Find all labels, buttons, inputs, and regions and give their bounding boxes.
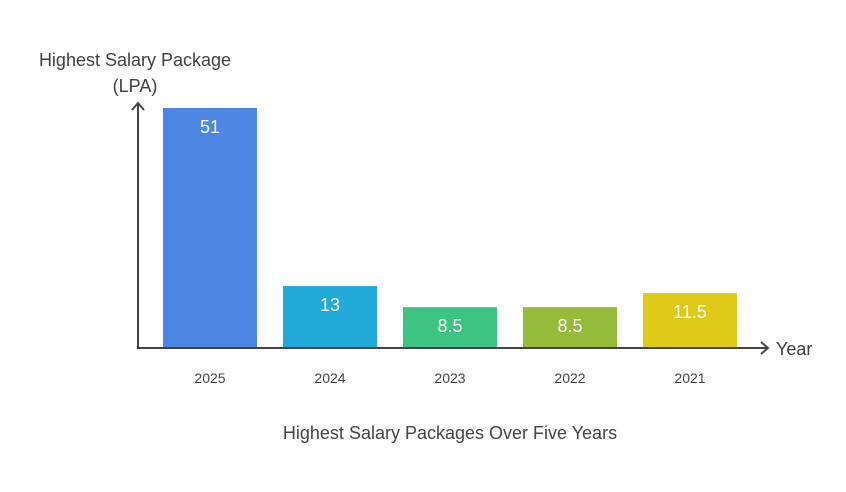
x-tick-label-2024: 2024 bbox=[314, 370, 345, 386]
y-axis-arrow-icon bbox=[131, 101, 145, 111]
x-tick-label-2022: 2022 bbox=[554, 370, 585, 386]
data-label-2021: 11.5 bbox=[673, 302, 707, 322]
x-tick-label-2021: 2021 bbox=[674, 370, 705, 386]
data-label-2022: 8.5 bbox=[557, 316, 582, 336]
data-label-2024: 13 bbox=[320, 295, 340, 315]
bar-2021 bbox=[643, 293, 737, 347]
x-tick-label-2025: 2025 bbox=[194, 370, 225, 386]
y-axis-label-line-2: (LPA) bbox=[113, 76, 158, 96]
y-axis-label-line-1: Highest Salary Package bbox=[39, 50, 231, 70]
bar-2025 bbox=[163, 108, 257, 347]
x-tick-label-2023: 2023 bbox=[434, 370, 465, 386]
x-axis-label: Year bbox=[776, 339, 812, 359]
bar-2024 bbox=[283, 286, 377, 347]
data-label-2023: 8.5 bbox=[437, 316, 462, 336]
bar-2022 bbox=[523, 307, 617, 347]
chart-title: Highest Salary Packages Over Five Years bbox=[283, 423, 617, 443]
x-axis-arrow-icon bbox=[760, 341, 770, 355]
data-label-2025: 51 bbox=[200, 117, 220, 137]
bar-2023 bbox=[403, 307, 497, 347]
